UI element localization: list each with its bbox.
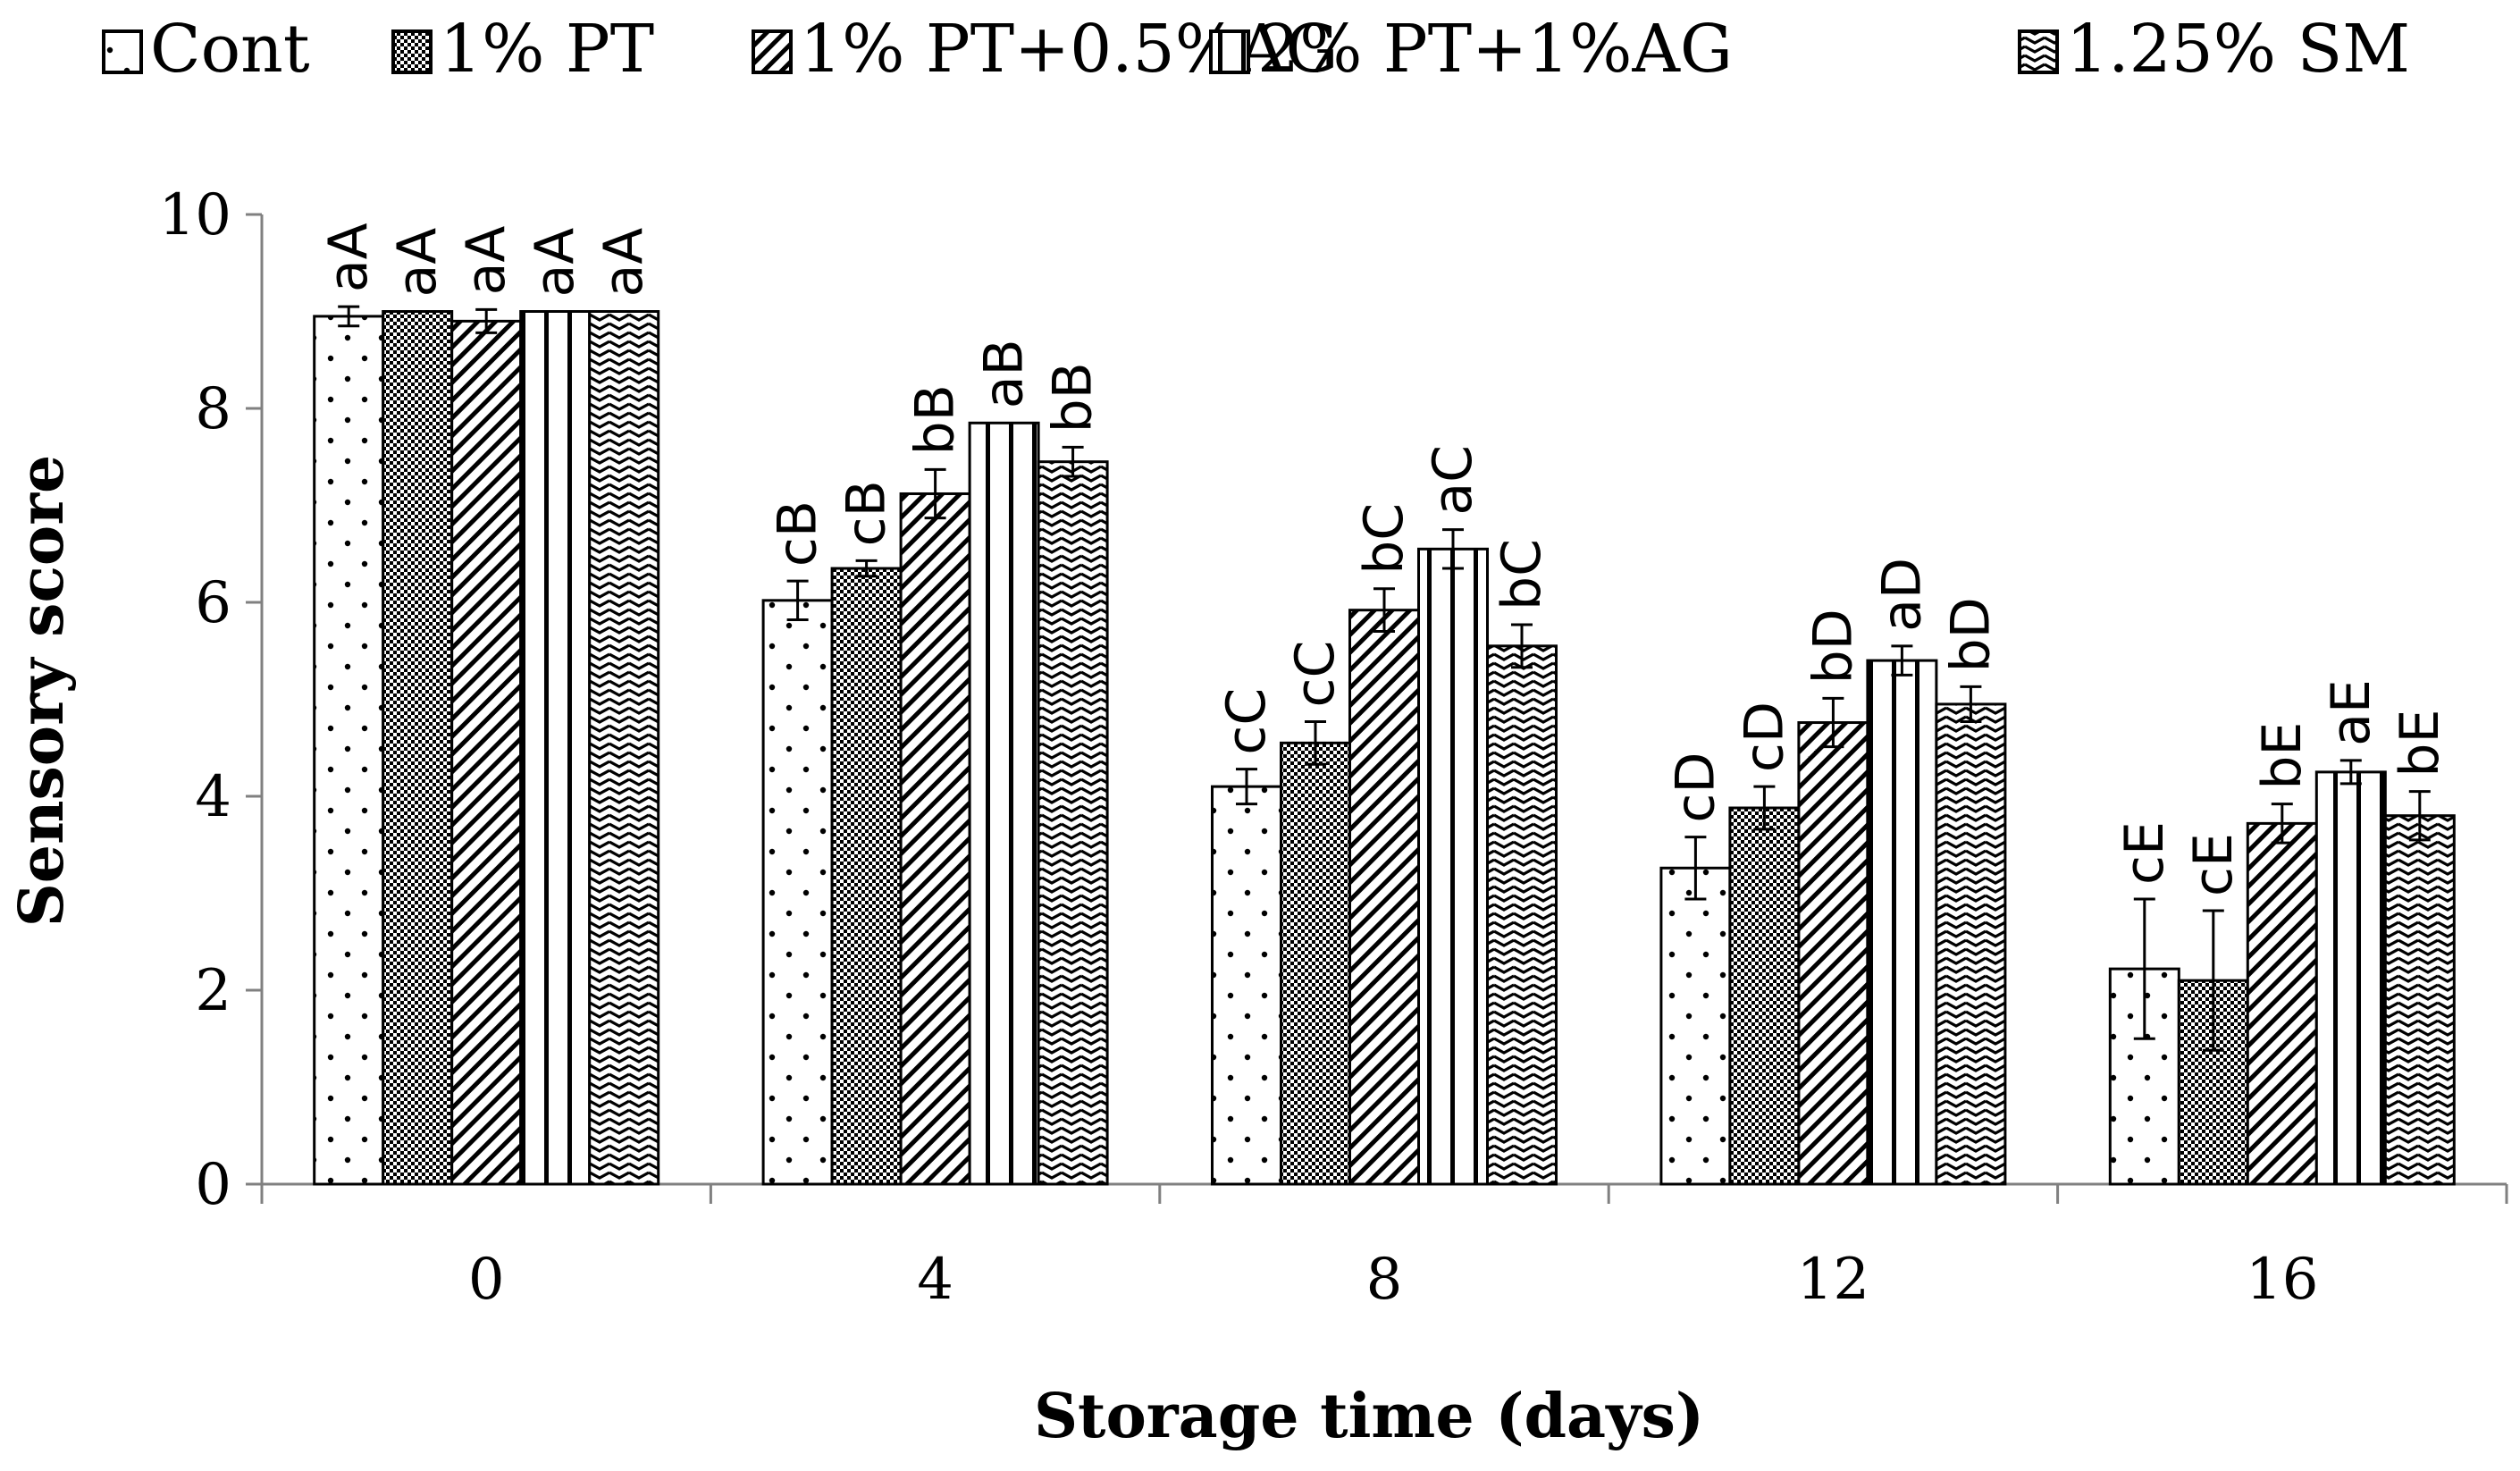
x-axis-title: Storage time (days) xyxy=(1034,1381,1704,1452)
legend-label: 1% PT xyxy=(440,11,654,88)
bar xyxy=(1797,721,1869,1186)
significance-label: bE xyxy=(2389,710,2451,778)
bar xyxy=(899,492,971,1186)
x-tick-label: 0 xyxy=(468,1247,505,1313)
y-tick-label: 6 xyxy=(195,570,231,636)
significance-label: aA xyxy=(524,228,586,298)
significance-label: cE xyxy=(2182,833,2245,896)
legend-swatch xyxy=(391,29,433,74)
bar xyxy=(1417,547,1489,1186)
bar xyxy=(761,599,834,1186)
bar xyxy=(968,421,1040,1186)
significance-label: aA xyxy=(317,223,380,292)
legend: Cont 1% PT 1% PT+0.5%AG2% PT+1%AG 1.25% SM xyxy=(102,11,2410,88)
x-tick-label: 4 xyxy=(917,1247,953,1313)
significance-label: cC xyxy=(1215,688,1278,755)
bar xyxy=(519,310,592,1186)
y-tick-label: 2 xyxy=(195,958,231,1024)
bar xyxy=(382,310,454,1186)
bar xyxy=(1935,702,2007,1186)
bar xyxy=(1348,609,1420,1186)
legend-swatch xyxy=(2018,29,2059,74)
bar xyxy=(2314,770,2387,1186)
significance-label: cB xyxy=(836,480,898,546)
bar xyxy=(1728,806,1801,1186)
significance-label: cD xyxy=(1733,702,1795,772)
bar xyxy=(2246,821,2318,1186)
legend-swatch xyxy=(752,29,793,74)
significance-label: bC xyxy=(1353,503,1415,575)
bar xyxy=(1486,644,1558,1186)
significance-label: aA xyxy=(455,226,517,296)
significance-label: bB xyxy=(1042,362,1105,433)
significance-label: cB xyxy=(767,500,829,567)
bar xyxy=(313,315,385,1186)
bar xyxy=(1037,460,1109,1186)
y-axis-title: Sensory score xyxy=(6,455,78,928)
y-tick-label: 10 xyxy=(159,182,231,248)
bar xyxy=(1659,866,1732,1186)
legend-label: Cont xyxy=(150,11,310,88)
significance-label: aB xyxy=(973,339,1036,408)
x-tick-label: 16 xyxy=(2246,1247,2318,1313)
significance-label: bE xyxy=(2251,722,2314,790)
y-tick-label: 8 xyxy=(195,376,231,442)
legend-swatch xyxy=(1209,29,1250,74)
significance-label: bD xyxy=(1802,609,1864,684)
significance-label: aE xyxy=(2320,679,2382,746)
error-bars xyxy=(338,305,2431,1052)
bars xyxy=(313,310,2456,1186)
significance-label: aC xyxy=(1422,445,1484,516)
bar xyxy=(830,567,903,1186)
significance-label: bC xyxy=(1491,539,1553,610)
legend-label: 2% PT+1%AG xyxy=(1257,11,1733,88)
significance-label: bB xyxy=(904,384,967,455)
significance-label: cE xyxy=(2113,821,2176,885)
legend-swatch xyxy=(102,29,143,74)
bar xyxy=(1211,785,1282,1186)
bar xyxy=(588,310,660,1186)
legend-label: 1.25% SM xyxy=(2066,11,2410,88)
bar xyxy=(450,319,523,1186)
x-tick-label: 8 xyxy=(1366,1247,1403,1313)
significance-label: aA xyxy=(386,228,449,298)
significance-labels: aA cB cC cD cE aA cB cC cD cE aA bB bC bD bE aA aB aC aD aE… xyxy=(317,223,2451,896)
y-tick-label: 4 xyxy=(195,764,231,830)
y-tick-label: 0 xyxy=(195,1152,231,1218)
significance-label: cD xyxy=(1664,752,1726,822)
significance-label: bD xyxy=(1939,597,2002,672)
bar xyxy=(1866,659,1938,1186)
significance-label: aA xyxy=(592,228,655,298)
significance-label: aD xyxy=(1870,558,1933,632)
bar xyxy=(1280,741,1351,1186)
bar xyxy=(2383,814,2456,1186)
significance-label: cC xyxy=(1284,641,1347,708)
x-tick-label: 12 xyxy=(1797,1247,1869,1313)
